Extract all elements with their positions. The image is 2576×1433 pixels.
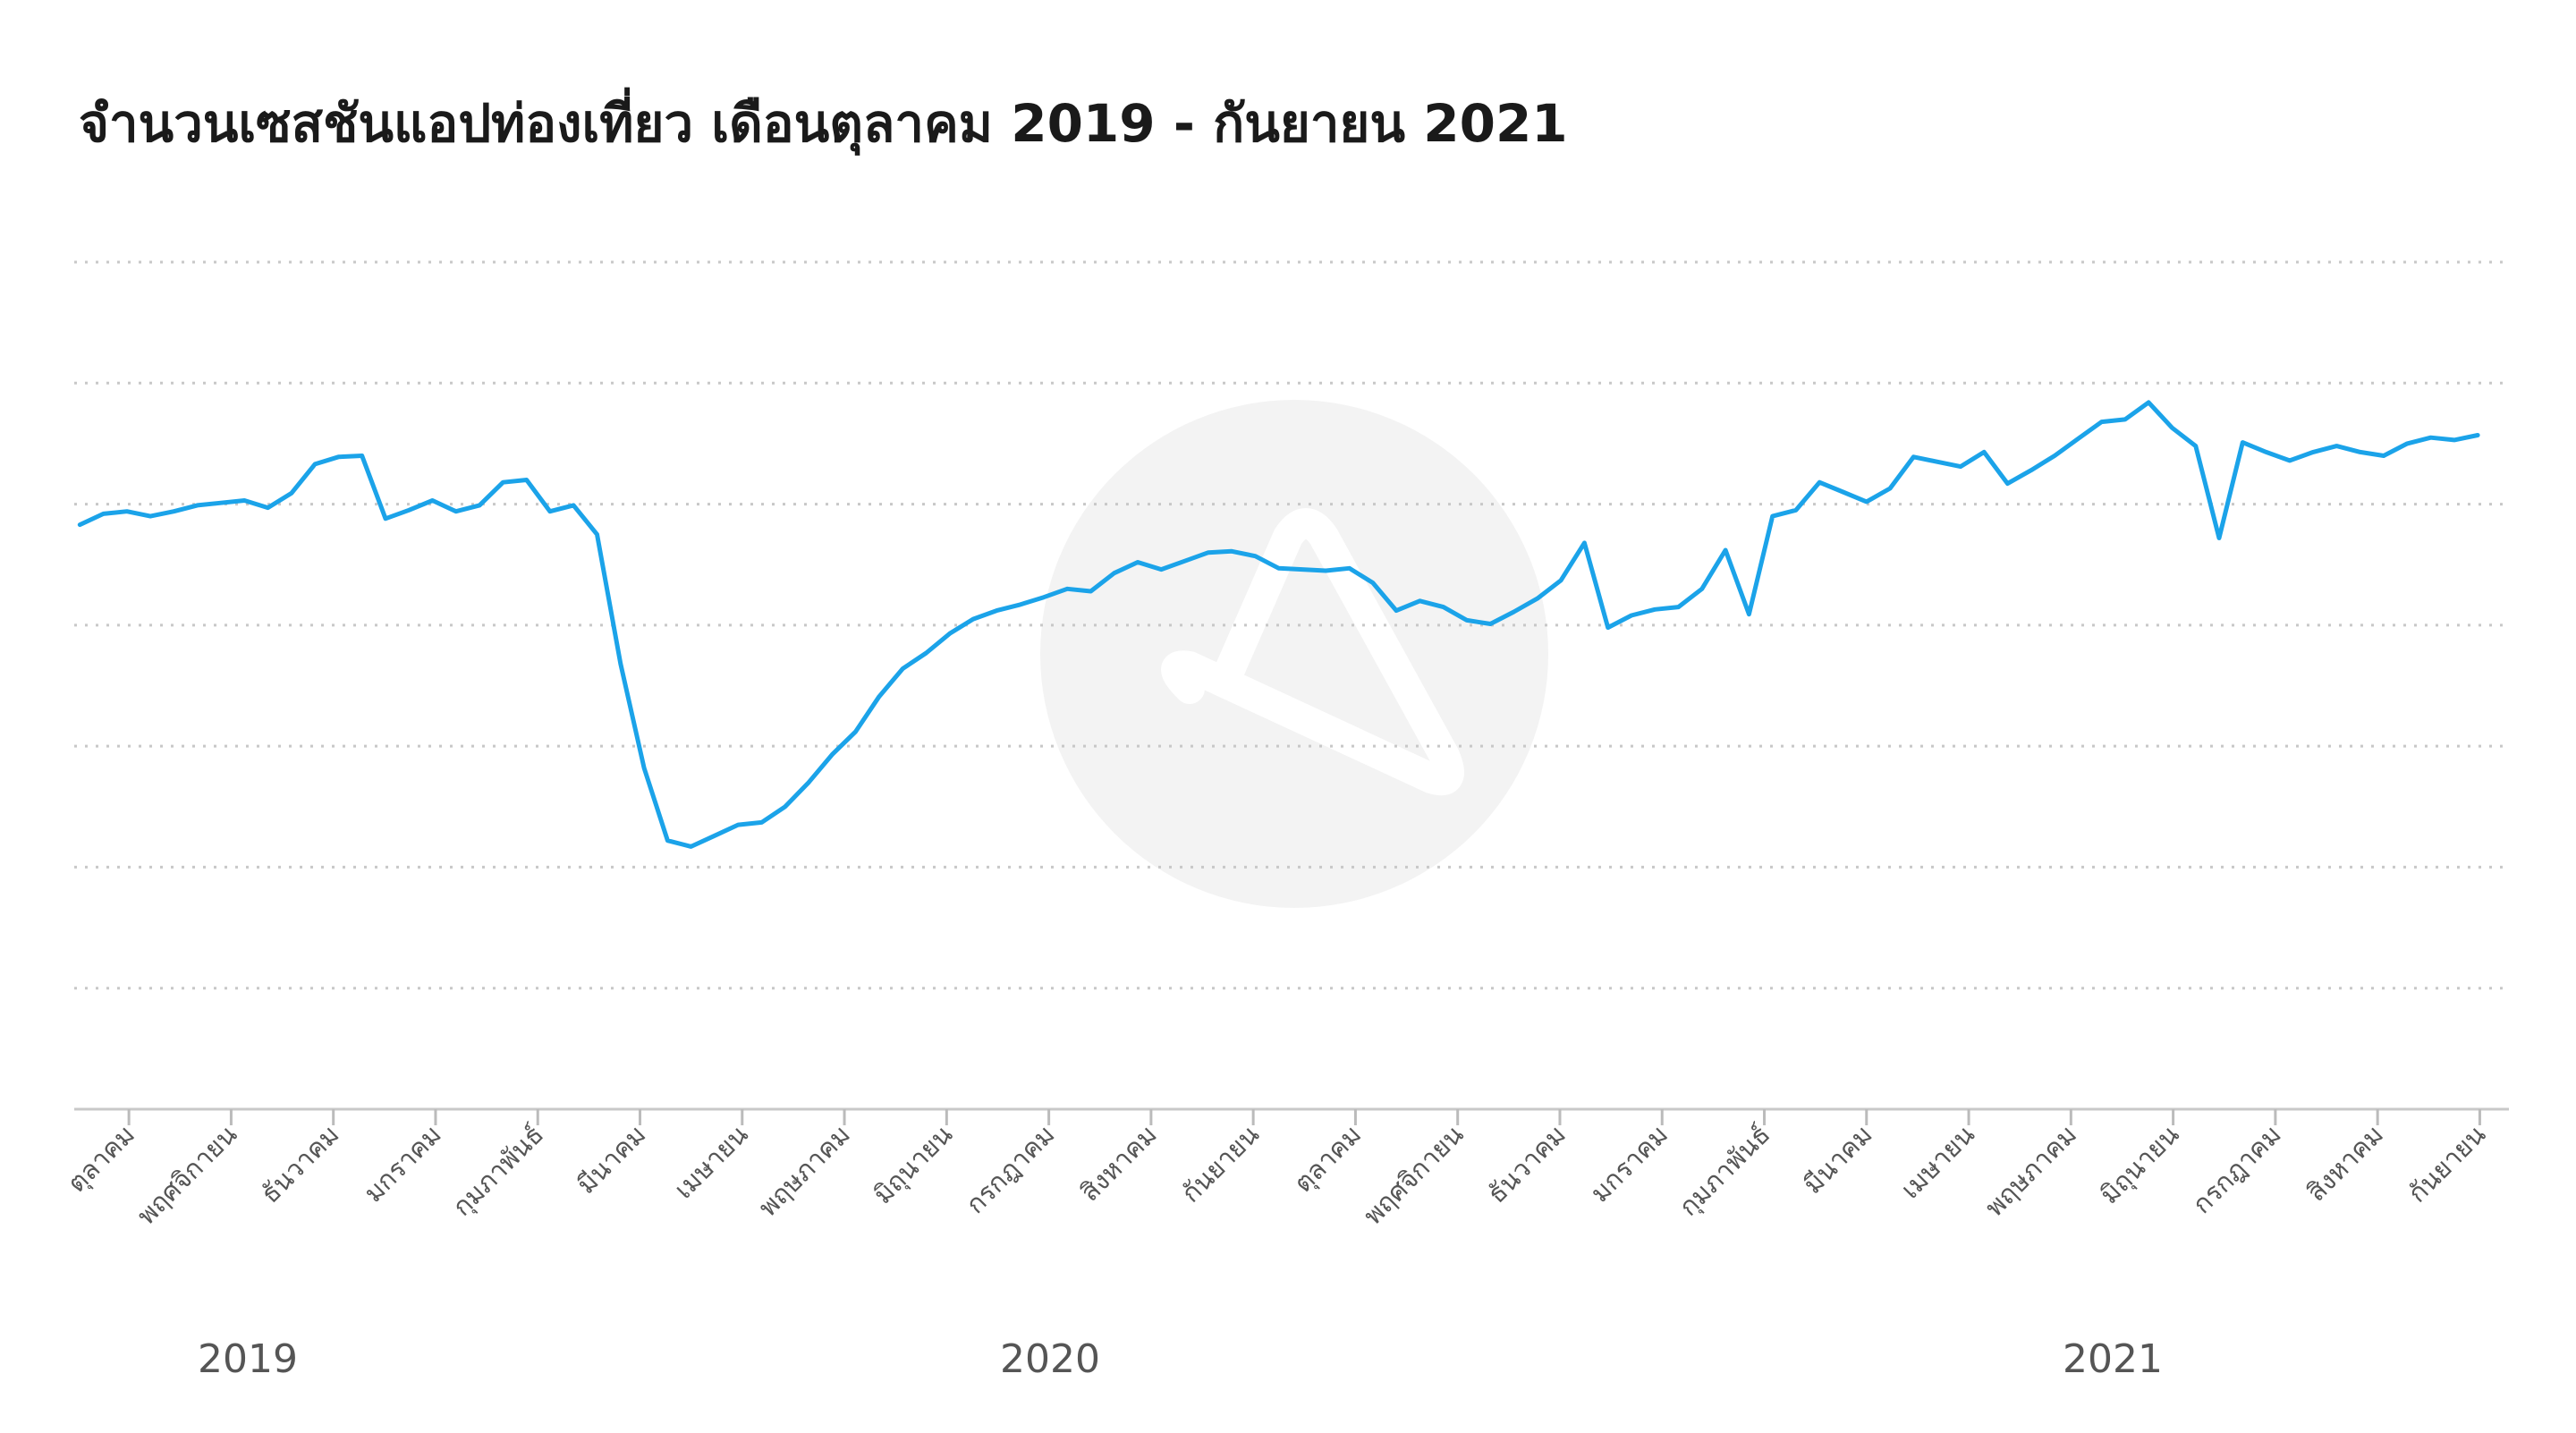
x-tick-label: กันยายน: [2402, 1119, 2491, 1208]
watermark: [1040, 400, 1548, 908]
x-tick-label: มกราคม: [1584, 1119, 1674, 1208]
chart-title: จำนวนเซสชันแอปท่องเที่ยว เดือนตุลาคม 201…: [79, 87, 1568, 157]
year-label: 2021: [2063, 1336, 2163, 1382]
year-label: 2019: [198, 1336, 298, 1382]
watermark-circle: [1040, 400, 1548, 908]
x-tick-label: กันยายน: [1175, 1119, 1265, 1208]
x-tick-label: มิถุนายน: [868, 1119, 959, 1210]
x-tick-label: ธันวาคม: [255, 1119, 345, 1209]
year-label: 2020: [1000, 1336, 1100, 1382]
x-tick-label: สิงหาคม: [2301, 1119, 2389, 1208]
x-tick-label: เมษายน: [668, 1119, 754, 1205]
x-tick-label: พฤศจิกายน: [1358, 1119, 1470, 1231]
x-tick-label: เมษายน: [1894, 1119, 1980, 1205]
data-line: [77, 400, 2480, 849]
x-tick-label: ธันวาคม: [1481, 1119, 1572, 1209]
x-tick-label: พฤษภาคม: [752, 1119, 856, 1223]
x-tick-label: ตุลาคม: [61, 1119, 140, 1199]
x-tick-label: มีนาคม: [1797, 1119, 1877, 1200]
x-tick-label: มกราคม: [358, 1119, 447, 1208]
x-tick-label: พฤษภาคม: [1979, 1119, 2083, 1223]
x-tick-label: มีนาคม: [571, 1119, 651, 1200]
x-tick-label: กรกฎาคม: [2186, 1119, 2286, 1219]
x-tick-label: กุมภาพันธ์: [1673, 1119, 1776, 1223]
x-tick-label: สิงหาคม: [1074, 1119, 1163, 1208]
x-tick-label: พฤศจิกายน: [131, 1119, 242, 1231]
x-tick-label: กุมภาพันธ์: [446, 1119, 550, 1223]
x-tick-label: ตุลาคม: [1288, 1119, 1368, 1199]
watermark-logo: [1161, 508, 1464, 796]
x-tick-label: กรกฎาคม: [960, 1119, 1060, 1219]
x-tick-label: มิถุนายน: [2094, 1119, 2185, 1210]
